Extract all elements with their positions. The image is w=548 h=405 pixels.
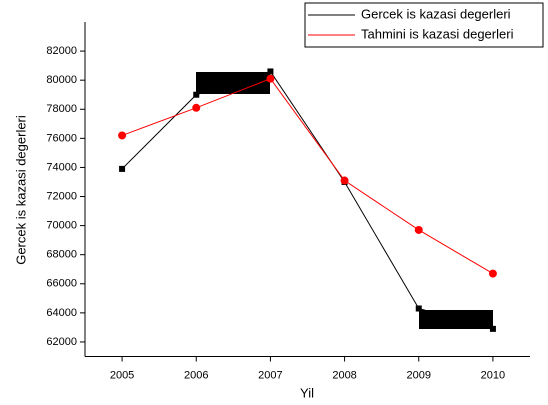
x-tick-label: 2008	[332, 369, 356, 381]
marker	[266, 74, 275, 83]
y-tick-label: 68000	[46, 249, 77, 261]
marker	[415, 305, 422, 312]
x-tick-label: 2009	[407, 369, 431, 381]
x-tick-label: 2006	[184, 369, 208, 381]
y-tick-label: 76000	[46, 132, 77, 144]
y-tick-label: 80000	[46, 74, 77, 86]
y-tick-label: 78000	[46, 103, 77, 115]
y-tick-label: 72000	[46, 190, 77, 202]
y-axis-label: Gercek is kazasi degerleri	[13, 115, 28, 265]
x-tick-label: 2010	[481, 369, 505, 381]
legend-box	[304, 2, 544, 48]
series-line	[121, 70, 494, 330]
marker	[267, 68, 274, 75]
y-tick-label: 82000	[46, 45, 77, 57]
legend-label: Tahmini is kazasi degerleri	[361, 26, 514, 41]
marker	[489, 325, 496, 332]
y-tick-label: 66000	[46, 278, 77, 290]
y-tick-label: 64000	[46, 307, 77, 319]
marker	[119, 165, 126, 172]
series-line	[121, 78, 494, 275]
marker	[414, 225, 423, 234]
y-tick-label: 74000	[46, 161, 77, 173]
marker	[488, 269, 497, 278]
legend-label: Gercek is kazasi degerleri	[361, 6, 511, 21]
x-tick-label: 2005	[110, 369, 134, 381]
x-axis-label: Yil	[300, 385, 314, 400]
marker	[118, 131, 127, 140]
y-tick-label: 62000	[46, 336, 77, 348]
y-tick-label: 70000	[46, 220, 77, 232]
marker	[192, 103, 201, 112]
x-tick-label: 2007	[258, 369, 282, 381]
marker	[193, 91, 200, 98]
marker	[340, 176, 349, 185]
